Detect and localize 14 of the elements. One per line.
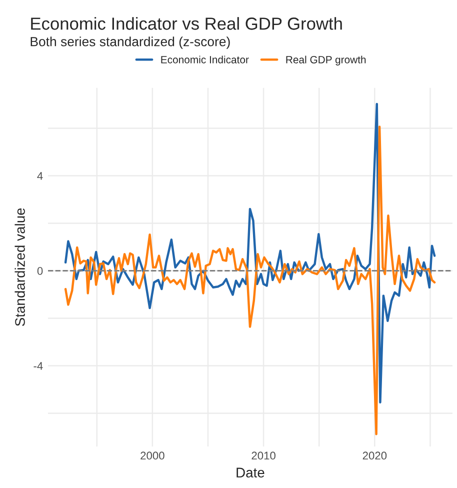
y-axis-title: Standardized value <box>14 208 25 326</box>
x-tick-label: 2010 <box>252 452 276 460</box>
x-tick-label: 2020 <box>362 452 387 460</box>
x-axis-title: Date <box>236 468 264 478</box>
line-series <box>64 102 436 404</box>
line-series <box>64 126 436 436</box>
chart-title: Economic Indicator vs Real GDP Growth <box>31 17 342 30</box>
y-tick-label: 0 <box>37 267 43 275</box>
y-tick-label: 4 <box>37 172 43 180</box>
x-tick-label: 2000 <box>140 452 164 460</box>
legend-label: Economic Indicator <box>161 56 249 64</box>
legend-label: Real GDP growth <box>286 56 366 66</box>
y-tick-label: -4 <box>34 362 43 370</box>
chart-subtitle: Both series standardized (z-score) <box>30 36 230 49</box>
